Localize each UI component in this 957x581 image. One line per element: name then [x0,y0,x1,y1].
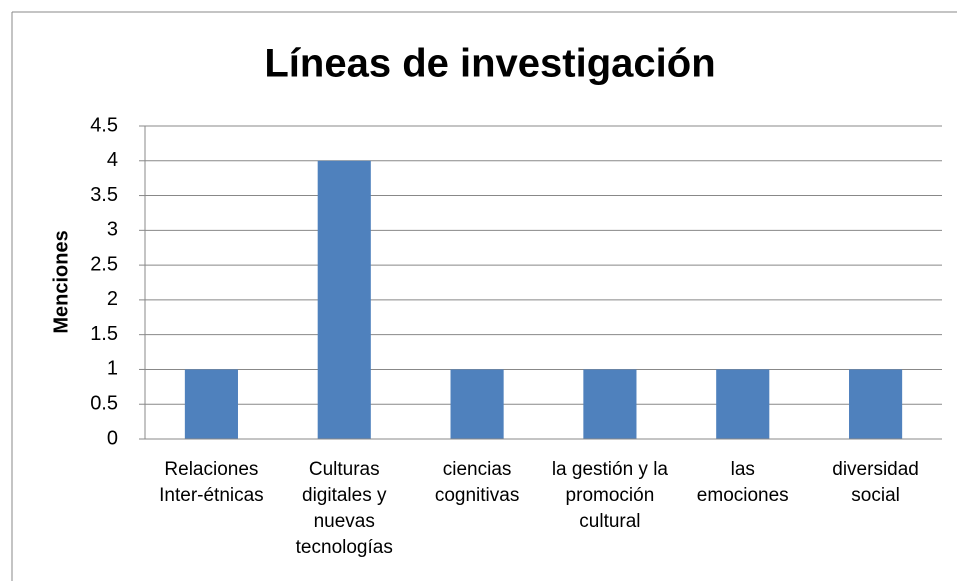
x-tick-label: diversidad social [832,459,919,506]
x-tick-label: las emociones [697,459,789,506]
y-tick-label: 0 [107,427,118,449]
bar [184,369,238,439]
y-tick-label: 3 [107,219,118,241]
y-tick-label: 1.5 [90,323,118,345]
bar [583,369,637,439]
y-tick-label: 4.5 [90,114,118,136]
y-tick-label: 0.5 [90,393,118,415]
y-tick-label: 2 [107,288,118,310]
bar [317,160,371,439]
y-tick-label: 2.5 [90,253,118,275]
x-tick-label: Relaciones Inter-étnicas [159,459,264,506]
x-tick-label: la gestión y la promoción cultural [552,459,669,532]
y-tick-label: 4 [107,149,118,171]
bar [450,369,504,439]
bar [716,369,770,439]
x-tick-label: Culturas digitales y nuevas tecnologías [296,459,393,558]
y-tick-label: 1 [107,358,118,380]
y-tick-label: 3.5 [90,184,118,206]
chart-title: Líneas de investigación [264,42,715,86]
bar [849,369,903,439]
x-tick-label: ciencias cognitivas [435,459,520,506]
y-axis-label: Menciones [50,230,72,333]
